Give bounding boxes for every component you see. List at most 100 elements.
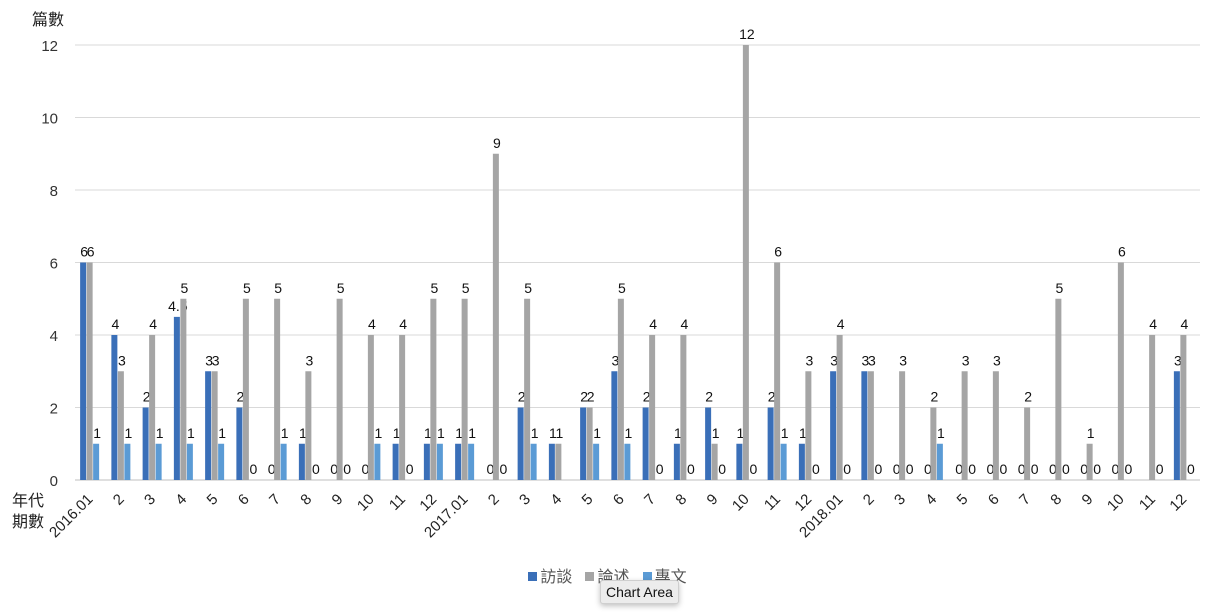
bar[interactable] xyxy=(142,407,149,481)
data-label: 1 xyxy=(187,425,195,441)
bar[interactable] xyxy=(367,335,374,480)
bar[interactable] xyxy=(124,443,131,480)
x-tick-label: 9 xyxy=(329,491,347,509)
bar[interactable] xyxy=(1055,298,1062,480)
bar[interactable] xyxy=(593,443,600,480)
x-tick-label: 9 xyxy=(1079,491,1097,509)
x-tick-label: 4 xyxy=(922,491,940,509)
bar[interactable] xyxy=(642,407,649,481)
bar[interactable] xyxy=(961,371,968,480)
bar[interactable] xyxy=(455,443,462,480)
bar[interactable] xyxy=(205,371,212,480)
bar[interactable] xyxy=(867,371,874,480)
bar[interactable] xyxy=(155,443,162,480)
bar[interactable] xyxy=(611,371,618,480)
bar[interactable] xyxy=(173,316,180,480)
data-label: 1 xyxy=(424,425,432,441)
y-tick-label: 0 xyxy=(50,473,58,490)
bar[interactable] xyxy=(461,298,468,480)
bar[interactable] xyxy=(1024,407,1031,481)
bar[interactable] xyxy=(1086,443,1093,480)
bar[interactable] xyxy=(423,443,430,480)
bar[interactable] xyxy=(111,335,118,480)
bar[interactable] xyxy=(530,443,537,480)
bar[interactable] xyxy=(774,262,781,481)
legend-swatch-icon xyxy=(642,572,652,581)
bar[interactable] xyxy=(805,371,812,480)
bar[interactable] xyxy=(673,443,680,480)
data-label: 5 xyxy=(462,280,470,296)
bar[interactable] xyxy=(280,443,287,480)
bar[interactable] xyxy=(492,153,499,480)
bar[interactable] xyxy=(117,371,124,480)
bar[interactable] xyxy=(930,407,937,481)
bar[interactable] xyxy=(742,45,749,480)
bar[interactable] xyxy=(274,298,281,480)
bar[interactable] xyxy=(468,443,475,480)
x-tick-label: 5 xyxy=(579,491,597,509)
bar[interactable] xyxy=(767,407,774,481)
bar[interactable] xyxy=(336,298,343,480)
data-label: 0 xyxy=(955,461,963,477)
bar[interactable] xyxy=(548,443,555,480)
bar[interactable] xyxy=(399,335,406,480)
legend-swatch-icon xyxy=(585,572,595,581)
bar[interactable] xyxy=(242,298,249,480)
data-label: 2 xyxy=(1024,389,1032,405)
bar[interactable] xyxy=(830,371,837,480)
data-label: 3 xyxy=(868,352,876,368)
bar[interactable] xyxy=(149,335,156,480)
bar[interactable] xyxy=(374,443,381,480)
bar[interactable] xyxy=(524,298,531,480)
bar[interactable] xyxy=(861,371,868,480)
bar[interactable] xyxy=(392,443,399,480)
x-tick-label: 4 xyxy=(547,491,565,509)
bar[interactable] xyxy=(236,407,243,481)
legend-item-interview[interactable]: 訪談 xyxy=(528,563,572,587)
data-label: 6 xyxy=(87,244,95,260)
x-tick-label: 7 xyxy=(641,491,659,509)
bar[interactable] xyxy=(736,443,743,480)
bar[interactable] xyxy=(1173,371,1180,480)
data-label: 5 xyxy=(180,280,188,296)
bar[interactable] xyxy=(517,407,524,481)
bar[interactable] xyxy=(780,443,787,480)
bar[interactable] xyxy=(649,335,656,480)
bar[interactable] xyxy=(705,407,712,481)
bar[interactable] xyxy=(580,407,587,481)
data-label: 0 xyxy=(924,461,932,477)
bar[interactable] xyxy=(298,443,305,480)
data-label: 1 xyxy=(555,425,563,441)
bar[interactable] xyxy=(680,335,687,480)
bar[interactable] xyxy=(899,371,906,480)
bar[interactable] xyxy=(305,371,312,480)
bar[interactable] xyxy=(93,443,100,480)
data-label: 0 xyxy=(499,461,507,477)
bar[interactable] xyxy=(624,443,631,480)
data-label: 0 xyxy=(1187,461,1195,477)
bar[interactable] xyxy=(436,443,443,480)
bar[interactable] xyxy=(992,371,999,480)
data-label: 1 xyxy=(712,425,720,441)
bar[interactable] xyxy=(80,262,87,481)
bar[interactable] xyxy=(86,262,93,481)
bar[interactable] xyxy=(586,407,593,481)
bar[interactable] xyxy=(711,443,718,480)
bar[interactable] xyxy=(617,298,624,480)
bar[interactable] xyxy=(1117,262,1124,481)
bar[interactable] xyxy=(430,298,437,480)
bar[interactable] xyxy=(211,371,218,480)
bar[interactable] xyxy=(218,443,225,480)
bar[interactable] xyxy=(180,298,187,480)
data-label: 0 xyxy=(749,461,757,477)
bar[interactable] xyxy=(798,443,805,480)
bar[interactable] xyxy=(1149,335,1156,480)
bar[interactable] xyxy=(186,443,193,480)
x-tick-label: 11 xyxy=(1136,491,1159,514)
bar[interactable] xyxy=(555,443,562,480)
bar[interactable] xyxy=(936,443,943,480)
bar[interactable] xyxy=(836,335,843,480)
data-label: 2 xyxy=(587,389,595,405)
bar[interactable] xyxy=(1180,335,1187,480)
